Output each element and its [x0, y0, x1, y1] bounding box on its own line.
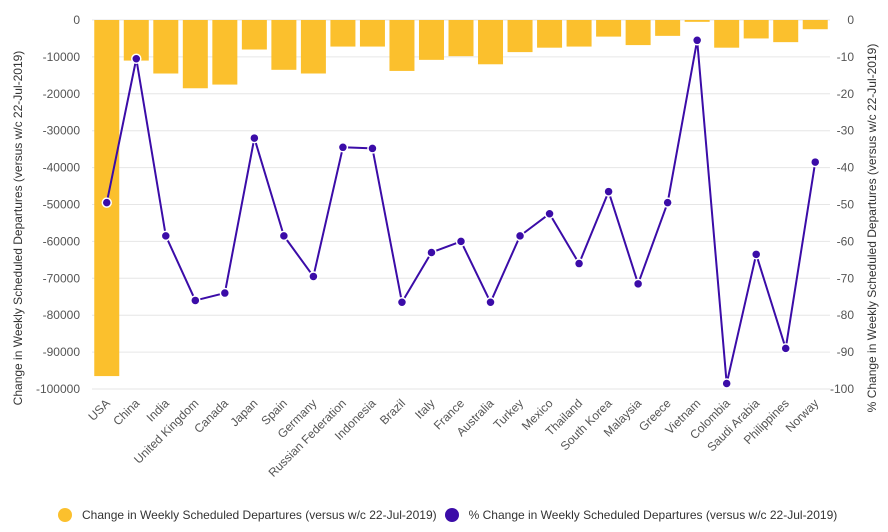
line-point[interactable]	[662, 197, 673, 208]
line-point[interactable]	[249, 132, 260, 144]
bar[interactable]	[743, 20, 769, 39]
right-tick-label: -90	[837, 345, 855, 359]
line-point[interactable]	[544, 208, 555, 219]
line-point[interactable]	[485, 297, 496, 308]
left-tick-label: -60000	[43, 234, 81, 248]
x-tick-label: Italy	[412, 396, 437, 421]
right-tick-label: -60	[837, 234, 855, 248]
bar[interactable]	[241, 20, 267, 50]
left-tick-label: -20000	[43, 87, 81, 101]
bar[interactable]	[537, 20, 563, 48]
line-point[interactable]	[514, 230, 526, 242]
right-tick-label: -70	[837, 271, 855, 285]
line-point[interactable]	[603, 186, 614, 197]
bar[interactable]	[625, 20, 651, 46]
bar[interactable]	[182, 20, 208, 89]
legend-swatch-yellow	[58, 508, 72, 522]
left-tick-label: 0	[73, 13, 80, 27]
bar[interactable]	[478, 20, 504, 65]
line-point[interactable]	[101, 197, 113, 208]
line-point[interactable]	[131, 53, 142, 64]
right-tick-label: -40	[837, 161, 855, 175]
line-point[interactable]	[632, 278, 644, 290]
right-tick-label: -30	[837, 124, 855, 138]
left-tick-label: -70000	[43, 271, 81, 285]
right-tick-label: -80	[837, 308, 855, 322]
bar[interactable]	[418, 20, 444, 60]
x-tick-label: China	[110, 396, 142, 428]
left-tick-label: -30000	[43, 124, 81, 138]
left-tick-label: -100000	[36, 382, 80, 396]
right-tick-label: 0	[847, 13, 854, 27]
x-tick-label: Norway	[783, 396, 822, 435]
left-axis-ticks: 0 -10000 -20000 -30000 -40000 -50000 -60000 -70…	[36, 13, 80, 396]
line-point[interactable]	[367, 143, 378, 154]
line-point[interactable]	[396, 297, 408, 308]
bar[interactable]	[507, 20, 533, 53]
line-point[interactable]	[308, 271, 319, 282]
legend-label-line: % Change in Weekly Scheduled Departures …	[468, 508, 838, 522]
left-tick-label: -40000	[43, 161, 81, 175]
bar[interactable]	[802, 20, 828, 30]
x-tick-label: Brazil	[377, 396, 408, 427]
line-path	[105, 39, 817, 385]
left-tick-label: -10000	[43, 50, 81, 64]
right-tick-label: -20	[837, 87, 855, 101]
line-point[interactable]	[455, 236, 467, 247]
bar[interactable]	[389, 20, 415, 71]
bar[interactable]	[359, 20, 385, 47]
x-tick-label: USA	[86, 396, 113, 423]
line-point[interactable]	[278, 230, 290, 242]
bar[interactable]	[714, 20, 740, 48]
line-point[interactable]	[721, 378, 732, 389]
line-point[interactable]	[780, 343, 791, 354]
bar[interactable]	[655, 20, 681, 36]
line-point[interactable]	[219, 287, 231, 299]
right-tick-label: -10	[837, 50, 855, 64]
line-point[interactable]	[809, 156, 821, 168]
right-tick-label: -50	[837, 198, 855, 212]
left-tick-label: -90000	[43, 345, 81, 359]
bar[interactable]	[330, 20, 356, 47]
bar[interactable]	[448, 20, 474, 57]
right-tick-label: -100	[830, 382, 854, 396]
legend-item-line[interactable]: % Change in Weekly Scheduled Departures …	[444, 508, 838, 522]
legend-label-bars: Change in Weekly Scheduled Departures (v…	[82, 508, 437, 522]
left-tick-label: -50000	[43, 198, 81, 212]
right-axis-title: % Change in Weekly Scheduled Departures …	[865, 44, 879, 413]
line-point[interactable]	[573, 258, 585, 269]
line-point[interactable]	[691, 35, 703, 46]
bar[interactable]	[773, 20, 799, 43]
bar-series	[94, 20, 828, 377]
line-point[interactable]	[337, 142, 349, 153]
line-series	[101, 35, 821, 389]
left-tick-label: -80000	[43, 308, 81, 322]
line-point[interactable]	[750, 249, 762, 260]
legend-item-bars[interactable]: Change in Weekly Scheduled Departures (v…	[58, 508, 437, 522]
bar[interactable]	[271, 20, 297, 70]
x-tick-label: Japan	[227, 396, 260, 429]
line-point[interactable]	[190, 295, 201, 306]
legend-swatch-purple	[444, 508, 459, 522]
bar[interactable]	[300, 20, 326, 74]
bar[interactable]	[212, 20, 238, 85]
right-axis-ticks: 0 -10 -20 -30 -40 -50 -60 -70 -80 -90 -100	[830, 13, 854, 396]
bar[interactable]	[153, 20, 179, 74]
bar[interactable]	[684, 20, 710, 22]
line-point[interactable]	[426, 247, 437, 258]
bar[interactable]	[596, 20, 622, 37]
left-axis-title: Change in Weekly Scheduled Departures (v…	[11, 51, 25, 406]
bar[interactable]	[566, 20, 592, 47]
legend: Change in Weekly Scheduled Departures (v…	[58, 508, 845, 522]
line-point[interactable]	[160, 230, 172, 242]
